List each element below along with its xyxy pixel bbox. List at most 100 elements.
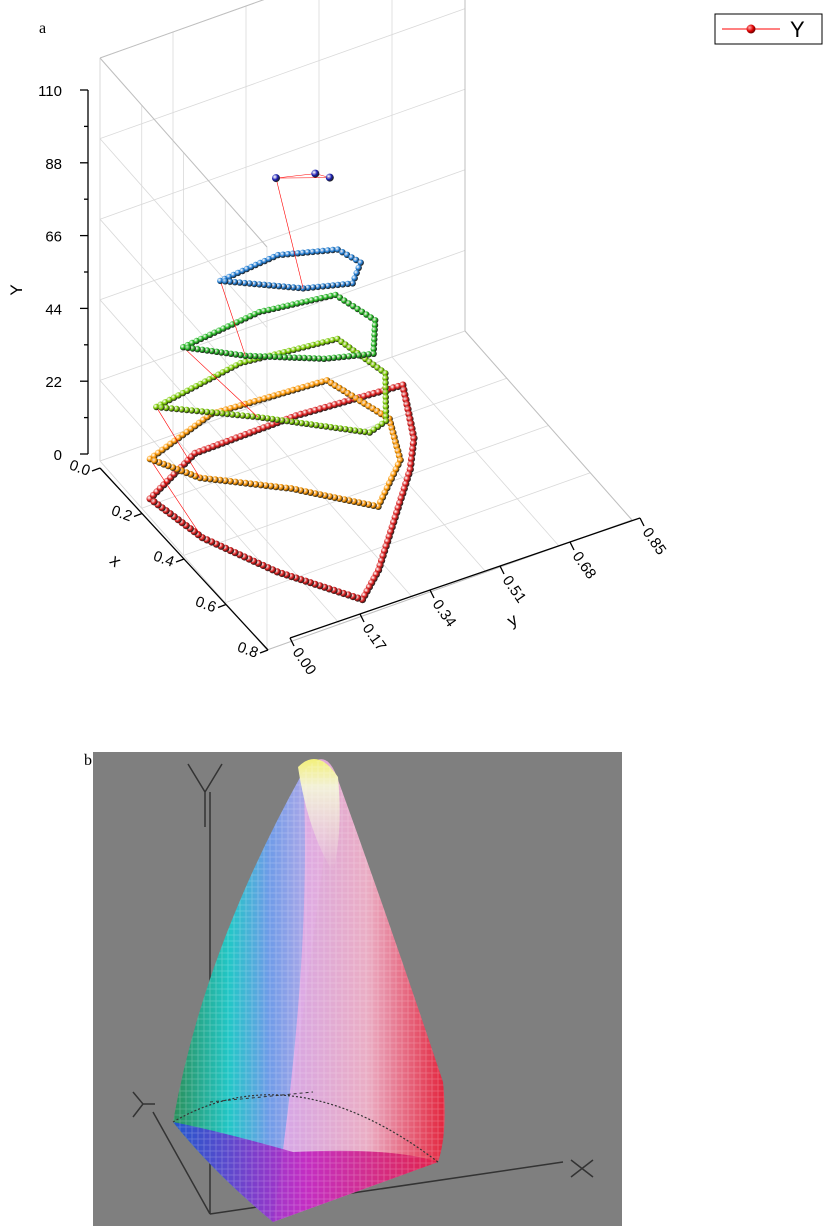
axis-x-tick-label-0: 0.0 bbox=[67, 457, 92, 480]
series-4-point-22 bbox=[319, 247, 326, 255]
series-2-point-71 bbox=[337, 425, 344, 432]
series-2-point-29 bbox=[285, 347, 293, 355]
series-1-point-100 bbox=[242, 479, 250, 487]
series-1-point-102 bbox=[232, 478, 239, 486]
series-line-0 bbox=[149, 384, 415, 600]
series-4-point-36 bbox=[339, 281, 346, 288]
series-4-point-31 bbox=[355, 264, 362, 271]
series-2-point-35 bbox=[314, 340, 322, 347]
series-1-point-98 bbox=[252, 481, 260, 488]
series-4-point-23 bbox=[324, 247, 331, 254]
axis-b-X-letter bbox=[570, 1159, 594, 1178]
series-3-point-59 bbox=[320, 355, 328, 362]
axis-Y-tick-label-5: 110 bbox=[38, 83, 62, 100]
series-4-point-33 bbox=[351, 275, 358, 282]
axis-y-title: y bbox=[504, 610, 521, 631]
series-4-point-41 bbox=[314, 283, 322, 291]
series-2-point-82 bbox=[283, 417, 291, 425]
series-3-point-87 bbox=[184, 344, 192, 351]
series-4-point-49 bbox=[275, 283, 282, 290]
series-2-point-96 bbox=[214, 409, 221, 417]
series-2-point-83 bbox=[278, 417, 286, 424]
series-1-point-91 bbox=[287, 485, 295, 492]
series-0-point-69 bbox=[409, 439, 417, 447]
axis-y-tick-label-1: 0.17 bbox=[359, 621, 390, 655]
series-2-point-70 bbox=[342, 426, 349, 433]
series-4-point-30 bbox=[357, 259, 364, 266]
series-1-point-99 bbox=[247, 480, 255, 488]
series-2-point-79 bbox=[298, 420, 305, 427]
series-3-point-21 bbox=[275, 304, 282, 311]
box-edge-0 bbox=[99, 57, 268, 248]
series-1-point-108 bbox=[201, 475, 209, 482]
series-3-point-86 bbox=[189, 345, 196, 352]
axis-x-title: x bbox=[106, 551, 125, 571]
series-4-point-14 bbox=[279, 251, 287, 258]
axis-y-tick-label-0: 0.00 bbox=[289, 645, 320, 679]
series-2-point-30 bbox=[290, 346, 297, 353]
axis-x-tick-0 bbox=[91, 467, 101, 472]
series-1-point-101 bbox=[237, 479, 244, 486]
series-3-point-76 bbox=[237, 351, 244, 359]
axis-x-tick-label-2: 0.4 bbox=[151, 548, 176, 571]
axis-x-tick-4 bbox=[259, 649, 269, 654]
axis-y-tick-2 bbox=[429, 589, 435, 599]
series-2-point-52 bbox=[382, 374, 389, 382]
series-3-point-69 bbox=[271, 353, 278, 361]
series-5-point-0 bbox=[272, 174, 280, 183]
series-3-point-26 bbox=[298, 299, 306, 306]
series-2-point-104 bbox=[173, 405, 180, 413]
axis-y-tick-3 bbox=[499, 565, 505, 575]
grid-line-z-back-4 bbox=[99, 8, 466, 139]
axis-y-tick-4 bbox=[569, 541, 575, 551]
series-1-point-92 bbox=[282, 484, 290, 492]
series-3-point-73 bbox=[252, 353, 259, 360]
series-3-point-43 bbox=[371, 321, 379, 329]
series-4-point-44 bbox=[300, 285, 307, 292]
series-2-point-28 bbox=[280, 349, 288, 356]
series-2-point-92 bbox=[234, 411, 241, 419]
series-2-point-77 bbox=[308, 421, 315, 428]
series-4-point-50 bbox=[270, 282, 278, 289]
series-3-point-20 bbox=[270, 305, 277, 313]
series-1-point-106 bbox=[211, 476, 219, 484]
series-2-point-85 bbox=[269, 415, 276, 423]
series-3-point-58 bbox=[325, 355, 333, 362]
series-4-point-60 bbox=[222, 278, 229, 285]
series-2-point-37 bbox=[324, 338, 331, 345]
series-3-point-46 bbox=[371, 336, 378, 343]
series-line-5 bbox=[276, 173, 330, 179]
data-layer bbox=[146, 169, 418, 604]
box-edge-3 bbox=[464, 330, 633, 521]
series-3-point-42 bbox=[372, 317, 379, 324]
series-5-point-2 bbox=[325, 173, 334, 182]
axis-y-tick-label-4: 0.68 bbox=[569, 549, 600, 583]
grid-line-y-floor-2 bbox=[245, 408, 414, 599]
series-2-point-75 bbox=[317, 422, 325, 430]
chart-b bbox=[132, 759, 594, 1222]
panel-label-b: b bbox=[84, 752, 92, 769]
series-1-point-107 bbox=[206, 475, 214, 483]
axis-y-tick-1 bbox=[359, 613, 365, 623]
axis-x-tick-label-1: 0.2 bbox=[109, 502, 134, 525]
series-2-point-58 bbox=[382, 403, 390, 410]
series-2-point-55 bbox=[382, 389, 389, 396]
series-2-point-76 bbox=[313, 422, 320, 429]
series-2-point-106 bbox=[163, 404, 170, 412]
legend-label: Y bbox=[790, 17, 805, 42]
series-3-point-24 bbox=[289, 301, 296, 308]
series-2-point-57 bbox=[382, 398, 389, 406]
series-4-point-40 bbox=[319, 283, 327, 290]
series-3-point-28 bbox=[308, 297, 315, 304]
axis-b-Y-letter bbox=[187, 763, 223, 827]
series-3-point-44 bbox=[371, 326, 378, 333]
grid-line-y-floor-3 bbox=[318, 382, 487, 573]
series-2-point-100 bbox=[193, 407, 201, 415]
legend-marker bbox=[746, 24, 756, 34]
legend: Y bbox=[714, 13, 823, 45]
series-2-point-56 bbox=[382, 394, 389, 401]
axis-x-tick-1 bbox=[133, 512, 143, 518]
series-3-point-63 bbox=[301, 354, 308, 362]
series-2-point-102 bbox=[183, 406, 190, 414]
series-3-point-65 bbox=[291, 354, 298, 361]
